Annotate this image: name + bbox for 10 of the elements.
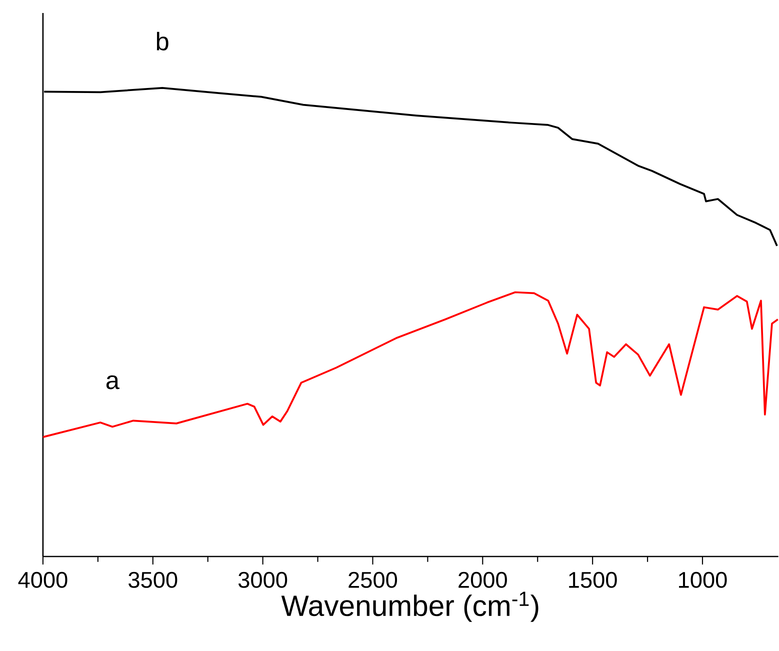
series-label: a [106, 375, 120, 390]
x-tick-label: 1500 [569, 572, 617, 588]
x-tick-label: 3000 [238, 572, 288, 588]
x-tick-label: 2000 [458, 572, 507, 588]
x-tick-label: 1000 [679, 572, 727, 588]
x-tick-label: 3500 [128, 572, 178, 588]
x-tick-label: 4000 [18, 572, 68, 588]
x-axis-title: Wavenumber (cm$^{-1}$) [281, 592, 538, 622]
x-tick-label: 2500 [348, 572, 398, 588]
series-label: b [156, 32, 168, 50]
